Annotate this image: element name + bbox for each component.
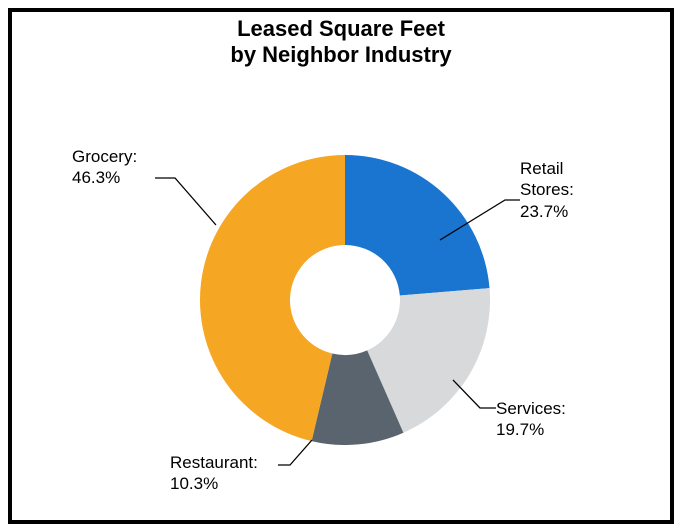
- slice-retail-stores: [345, 155, 490, 296]
- donut-chart: [200, 155, 490, 445]
- label-retail-stores: Retail Stores: 23.7%: [520, 158, 574, 222]
- chart-title-line2: by Neighbor Industry: [0, 42, 682, 68]
- label-grocery: Grocery: 46.3%: [72, 146, 137, 189]
- label-services: Services: 19.7%: [496, 398, 566, 441]
- chart-title-line1: Leased Square Feet: [0, 16, 682, 42]
- label-restaurant: Restaurant: 10.3%: [170, 452, 258, 495]
- chart-title: Leased Square Feet by Neighbor Industry: [0, 16, 682, 69]
